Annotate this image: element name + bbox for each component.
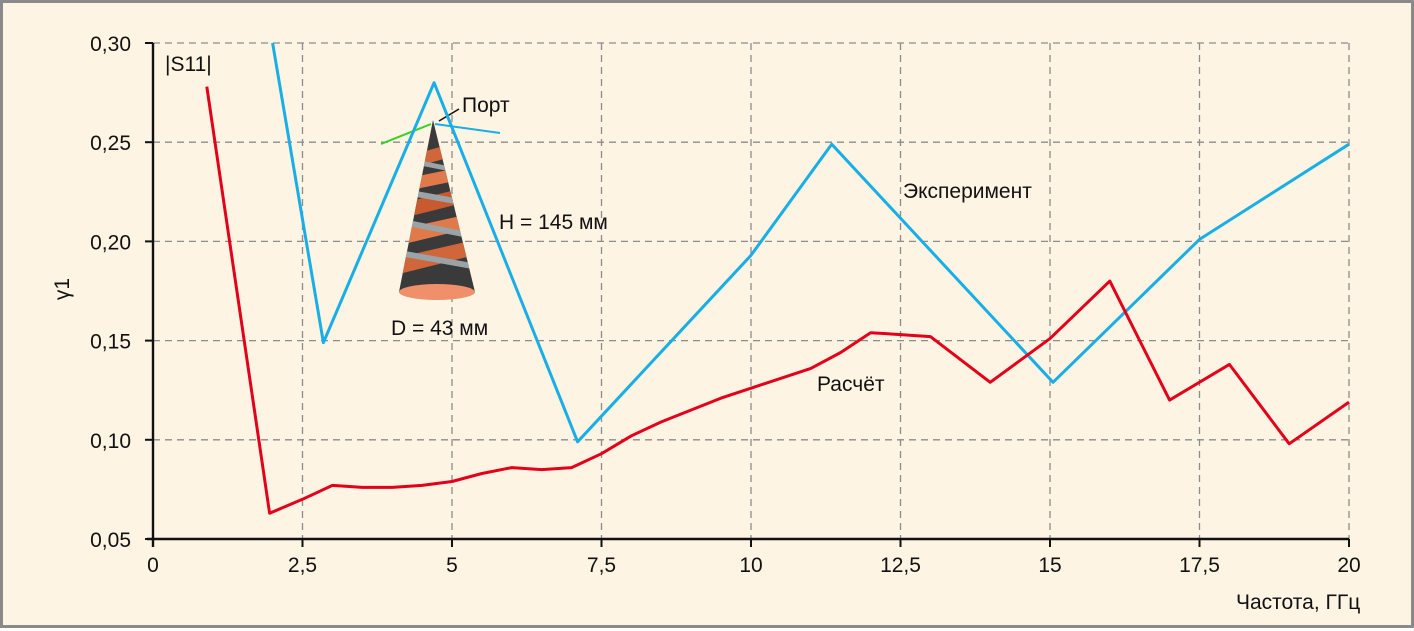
y-tick-label: 0,25 [90, 132, 131, 155]
x-tick-label: 10 [739, 554, 762, 577]
x-tick-label: 2,5 [288, 554, 317, 577]
x-axis-label: Частота, ГГц [1236, 591, 1360, 614]
port-feed-line [380, 123, 432, 145]
x-tick-label: 7,5 [587, 554, 616, 577]
tick-labels: 0 2,5 5 7,5 10 12,5 15 17,5 20 0,05 0,10 0,15 0,20 0,… [90, 33, 1361, 577]
x-tick-label: 20 [1337, 554, 1360, 577]
y-tick-label: 0,05 [90, 529, 131, 552]
grid-lines [153, 42, 1350, 539]
series-label-calc: Расчёт [817, 373, 885, 396]
series [205, 42, 1350, 515]
x-tick-label: 0 [147, 554, 159, 577]
chart-svg: 0 2,5 5 7,5 10 12,5 15 17,5 20 0,05 0,10 0,15 0,20 0,… [51, 33, 1361, 614]
series-line-experiment [271, 42, 1350, 444]
y-tick-label: 0,15 [90, 331, 131, 354]
port-pointer [438, 108, 460, 122]
x-tick-label: 15 [1038, 554, 1061, 577]
y-tick-label: 0,10 [90, 430, 131, 453]
height-label: H = 145 мм [499, 211, 608, 234]
antenna-base [399, 284, 475, 300]
series-line-calc [205, 86, 1350, 515]
x-tick-label: 12,5 [880, 554, 921, 577]
port-feed-line-2 [434, 123, 501, 134]
series-label-experiment: Эксперимент [903, 180, 1032, 203]
port-label: Порт [462, 94, 510, 117]
y-axis-label: γ1 [51, 278, 74, 300]
y-tick-label: 0,20 [90, 231, 131, 254]
spiral-bands [399, 135, 475, 278]
x-tick-label: 17,5 [1179, 554, 1220, 577]
x-tick-label: 5 [446, 554, 458, 577]
diameter-label: D = 43 мм [391, 317, 488, 340]
axes [145, 42, 1350, 547]
s11-label: |S11| [165, 53, 212, 76]
y-tick-label: 0,30 [90, 33, 131, 56]
